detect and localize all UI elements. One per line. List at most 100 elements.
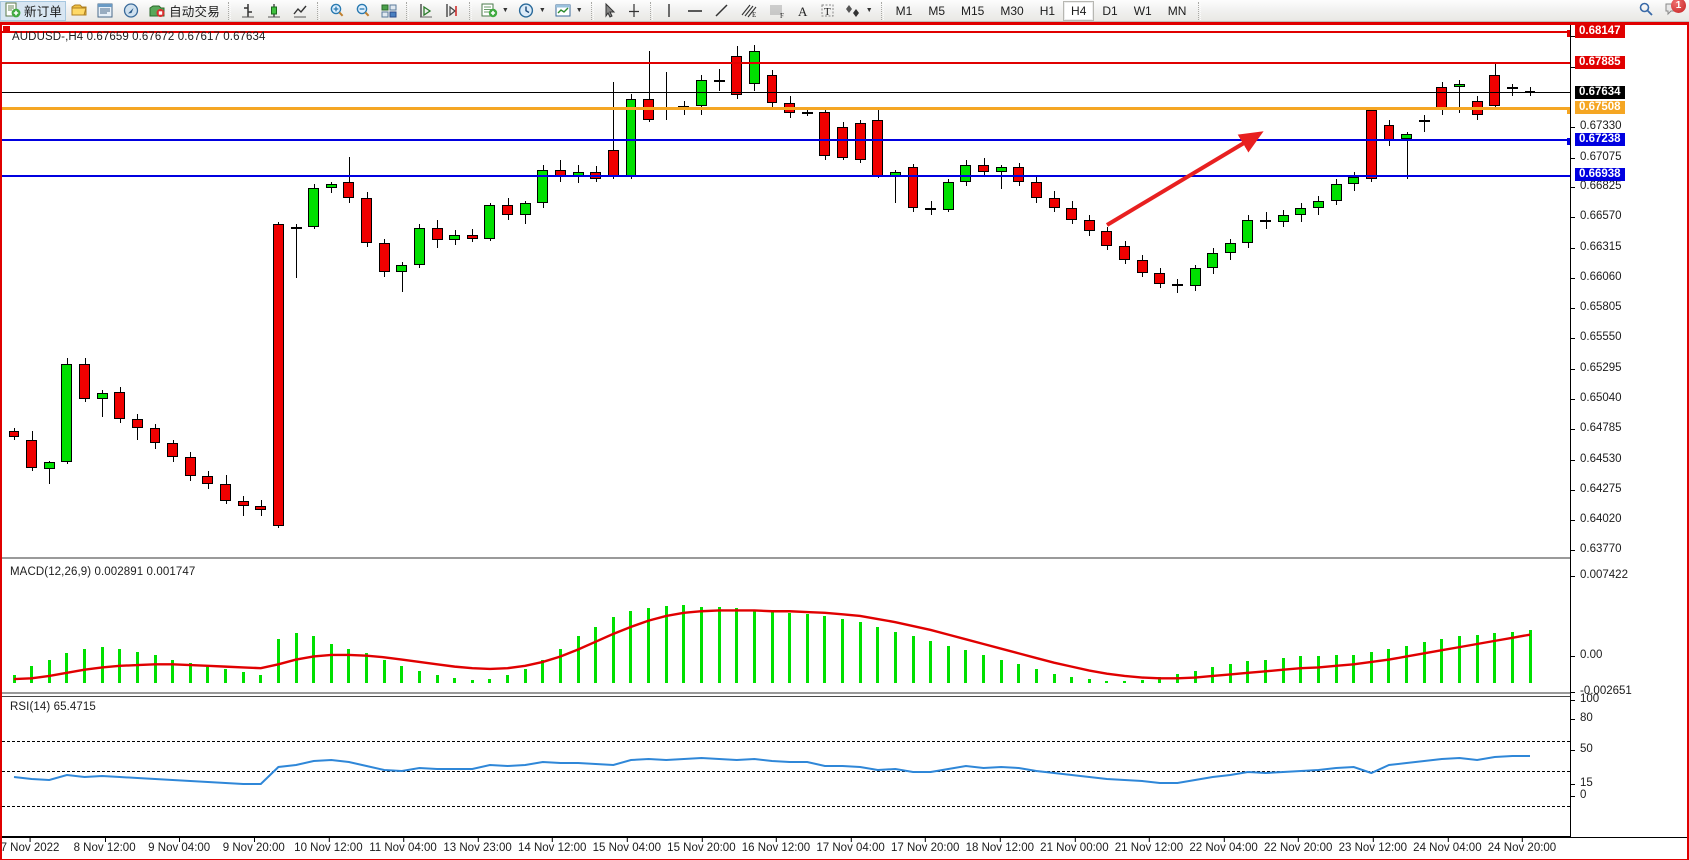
timeframe-mn[interactable]: MN	[1167, 3, 1187, 18]
price-level-line[interactable]	[2, 62, 1570, 65]
time-tick: 22 Nov 04:00	[1189, 838, 1258, 854]
price-pane[interactable]	[2, 25, 1574, 559]
macd-bar	[347, 648, 351, 683]
candlestick-chart-button[interactable]	[261, 1, 287, 21]
toolbar-separator	[227, 1, 231, 20]
price-level-line[interactable]	[2, 92, 1570, 94]
time-tick: 14 Nov 12:00	[518, 838, 586, 854]
chevron-down-icon[interactable]: ▼	[575, 7, 583, 14]
rsi-line	[13, 755, 1530, 785]
price-level-line[interactable]	[2, 174, 1570, 177]
macd-bar	[241, 672, 245, 683]
macd-bar	[893, 631, 897, 683]
zoom-out-button[interactable]	[350, 1, 376, 21]
current-price-label[interactable]: 0.67634	[1575, 85, 1625, 99]
time-tick: 24 Nov 04:00	[1413, 838, 1482, 854]
resistance-label-top[interactable]: 0.68147	[1575, 24, 1625, 38]
macd-bar	[1105, 680, 1109, 683]
search-icon[interactable]	[1638, 1, 1654, 20]
main-toolbar: 新订单 自动交易	[0, 0, 1689, 22]
macd-bar	[682, 605, 686, 683]
price-level-line[interactable]	[2, 107, 1574, 115]
timeframe-m1[interactable]: M1	[895, 3, 913, 18]
trendline-tool[interactable]	[709, 1, 735, 21]
timeframe-d1[interactable]: D1	[1102, 3, 1118, 18]
resistance-label-second[interactable]: 0.67885	[1575, 55, 1625, 69]
candle-wick	[102, 390, 104, 417]
template-icon	[555, 4, 571, 17]
time-axis[interactable]: 7 Nov 2022 8 Nov 12:00 9 Nov 04:00 9 Nov 20…	[2, 837, 1687, 859]
price-axis[interactable]: 0.680950.678400.673300.670750.668250.665…	[1570, 24, 1687, 837]
shapes-tool[interactable]: ▼	[840, 1, 877, 21]
tile-windows-button[interactable]	[376, 1, 402, 21]
orange-level-label[interactable]: 0.67508	[1575, 100, 1625, 114]
add-indicator-button[interactable]: ▼	[476, 1, 513, 21]
time-tick: 24 Nov 20:00	[1488, 838, 1556, 854]
timeframe-w1[interactable]: W1	[1133, 3, 1152, 18]
label-tool[interactable]: T	[815, 1, 840, 21]
macd-bar	[1175, 673, 1179, 683]
price-level-line[interactable]	[2, 138, 1574, 146]
macd-bar	[1193, 670, 1197, 683]
navigator-button[interactable]	[118, 1, 144, 21]
timeframe-m30[interactable]: M30	[1000, 3, 1024, 18]
chevron-down-icon[interactable]: ▼	[865, 7, 873, 14]
chart-corner-handle[interactable]	[3, 26, 10, 33]
rsi-pane[interactable]: RSI(14) 65.4715	[2, 696, 1570, 837]
new-order-button[interactable]: 新订单	[0, 0, 67, 21]
candle-body	[26, 440, 38, 468]
time-tick: 9 Nov 20:00	[223, 838, 285, 854]
candle-body	[8, 431, 20, 437]
bar-chart-button[interactable]	[235, 1, 261, 21]
candle-body	[837, 127, 848, 158]
equidistant-channel-tool[interactable]: E	[735, 1, 763, 21]
cursor-tool[interactable]	[598, 1, 622, 21]
candle-body	[1013, 167, 1025, 182]
arrow-cursor-icon	[605, 2, 615, 18]
chevron-down-icon[interactable]: ▼	[501, 7, 509, 14]
candle-wick	[1530, 86, 1531, 97]
notification-count: 1	[1671, 0, 1686, 13]
notifications-icon[interactable]: 1	[1664, 0, 1686, 20]
chart-area[interactable]: AUDUSD-,H4 0.67659 0.67672 0.67617 0.676…	[0, 22, 1689, 860]
candle-body	[413, 227, 425, 265]
chevron-down-icon[interactable]: ▼	[538, 7, 546, 14]
support-label-upper[interactable]: 0.67238	[1575, 132, 1625, 146]
candle-body	[607, 149, 619, 176]
templates-button[interactable]: ▼	[550, 1, 587, 21]
fibonacci-tool[interactable]: F	[763, 1, 791, 21]
crosshair-tool[interactable]	[622, 1, 646, 21]
expert-advisors-button[interactable]	[66, 1, 92, 21]
time-tick: 15 Nov 20:00	[667, 838, 736, 854]
rsi-level-50	[2, 771, 1570, 772]
line-chart-button[interactable]	[287, 1, 313, 21]
macd-bar	[1334, 654, 1338, 683]
shift-end-button[interactable]	[413, 1, 439, 21]
line-chart-icon	[293, 5, 307, 18]
macd-bar	[1123, 681, 1127, 683]
toolbar-separator	[1198, 1, 1202, 20]
timeframe-m5[interactable]: M5	[928, 3, 946, 18]
tile-windows-icon	[381, 4, 397, 18]
macd-pane[interactable]: MACD(12,26,9) 0.002891 0.001747	[2, 561, 1570, 694]
auto-scroll-button[interactable]	[439, 1, 465, 21]
timeframe-m15[interactable]: M15	[961, 3, 985, 18]
timeframe-h4[interactable]: H4	[1063, 0, 1095, 21]
macd-bar	[30, 665, 34, 683]
candle-body	[1330, 184, 1342, 201]
candle-wick	[331, 181, 333, 194]
macd-bar	[699, 606, 703, 683]
vertical-line-tool[interactable]	[657, 1, 681, 21]
candle-body	[748, 51, 760, 85]
horizontal-line-tool[interactable]	[681, 1, 709, 21]
candle-body	[1348, 176, 1360, 184]
zoom-in-button[interactable]	[324, 1, 350, 21]
auto-trading-button[interactable]: 自动交易	[144, 1, 224, 21]
support-label-lower[interactable]: 0.66938	[1575, 168, 1625, 182]
timeframe-h1[interactable]: H1	[1039, 3, 1056, 18]
macd-bar	[770, 611, 774, 683]
data-window-button[interactable]	[92, 1, 118, 21]
period-button[interactable]: ▼	[513, 1, 550, 21]
candle-body	[907, 167, 919, 208]
text-tool[interactable]: A	[791, 1, 815, 21]
